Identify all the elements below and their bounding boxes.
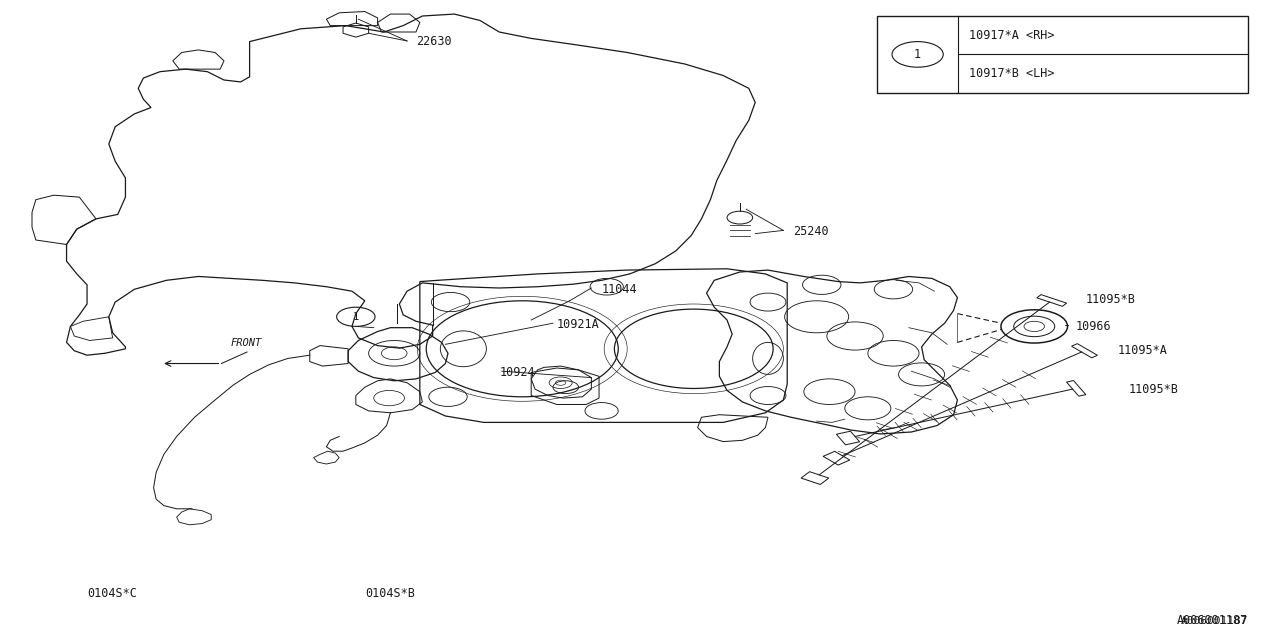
- Text: 11095*A: 11095*A: [1117, 344, 1167, 357]
- Text: 10921A: 10921A: [557, 318, 599, 331]
- Text: A006001187: A006001187: [1180, 616, 1248, 626]
- Text: 11044: 11044: [602, 283, 637, 296]
- Text: 10917*A <RH>: 10917*A <RH>: [969, 29, 1055, 42]
- Text: 1: 1: [353, 312, 358, 322]
- Text: 11095*B: 11095*B: [1085, 293, 1135, 306]
- Text: 1: 1: [914, 48, 922, 61]
- Text: 10924: 10924: [499, 366, 535, 379]
- Text: 11095*B: 11095*B: [1129, 383, 1179, 396]
- Text: FRONT: FRONT: [230, 337, 261, 348]
- Text: 25240: 25240: [794, 225, 829, 238]
- Text: 0104S*B: 0104S*B: [365, 588, 415, 600]
- Text: A006001187: A006001187: [1176, 614, 1248, 627]
- Text: 10917*B <LH>: 10917*B <LH>: [969, 67, 1055, 80]
- Text: 10966: 10966: [1075, 320, 1111, 333]
- Text: 22630: 22630: [416, 35, 452, 48]
- Text: 0104S*C: 0104S*C: [87, 588, 137, 600]
